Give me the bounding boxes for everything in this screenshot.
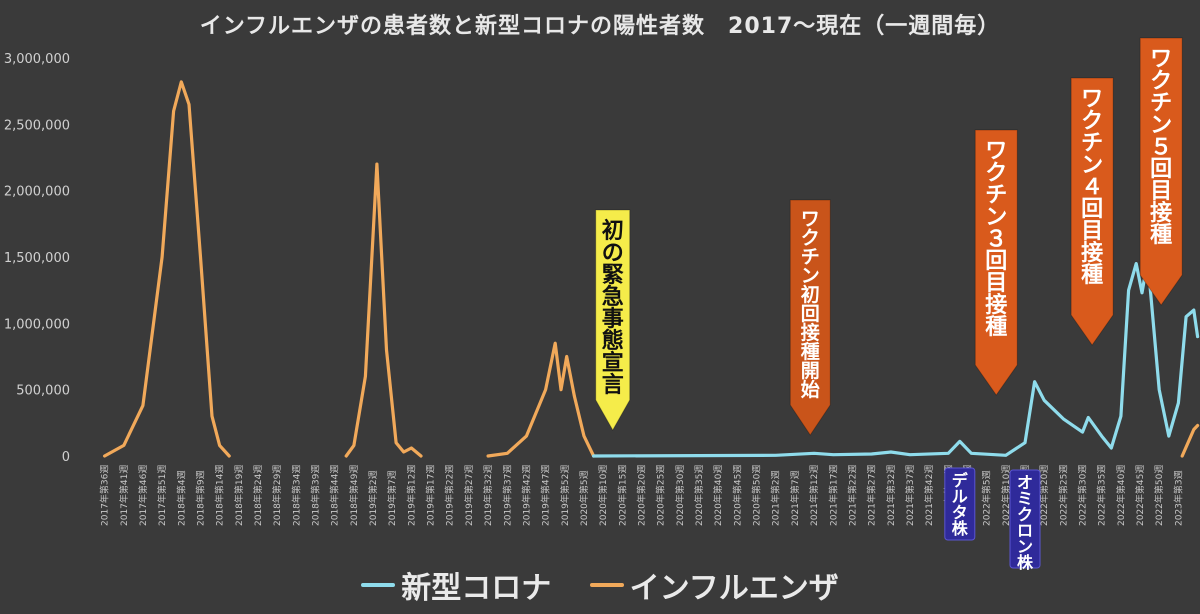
x-tick-label: 2018年第44週: [329, 465, 341, 526]
x-tick-label: 2018年第4週: [175, 470, 187, 526]
x-tick-label: 2017年第36週: [99, 465, 111, 526]
legend-item-covid: 新型コロナ: [361, 563, 551, 607]
annotation-label: ワクチン４回目接種: [1081, 87, 1103, 288]
y-tick-label: 3,000,000: [4, 52, 70, 67]
influenza-line: [103, 80, 231, 458]
x-tick-label: 2022年第20週: [1038, 465, 1050, 526]
x-tick-label: 2019年第32週: [482, 465, 494, 526]
y-tick-label: 2,000,000: [4, 185, 70, 200]
x-tick-label: 2018年第19週: [233, 465, 245, 526]
y-tick-label: 2,500,000: [4, 118, 70, 133]
chart-legend: 新型コロナ インフルエンザ: [0, 560, 1200, 607]
legend-item-influenza: インフルエンザ: [589, 563, 839, 607]
annotation-label: ワクチン３回目接種: [985, 139, 1007, 340]
y-tick-label: 1,500,000: [4, 251, 70, 266]
x-tick-label: 2021年第17週: [827, 465, 839, 526]
x-tick-label: 2023年第3週: [1172, 470, 1184, 526]
covid-line: [592, 258, 1200, 458]
variant-badge: [1009, 469, 1041, 569]
x-tick-label: 2021年第27週: [866, 465, 878, 526]
annotation-banner: [1070, 77, 1114, 346]
x-tick-label: 2022年第45週: [1134, 465, 1146, 526]
influenza-line: [344, 162, 423, 458]
influenza-line: [1180, 423, 1200, 458]
annotation-label: ワクチン５回目接種: [1150, 47, 1172, 248]
x-tick-label: 2020年第25週: [655, 465, 667, 526]
x-tick-label: 2018年第34週: [290, 465, 302, 526]
x-tick-label: 2019年第17週: [425, 465, 437, 526]
x-tick-label: 2019年第7週: [386, 470, 398, 526]
variant-label: オミクロン株: [1017, 473, 1034, 572]
legend-swatch-covid: [361, 583, 396, 587]
legend-label-covid: 新型コロナ: [401, 571, 552, 606]
influenza-line: [486, 341, 596, 458]
annotation-label: 初の緊急事態宣言: [602, 218, 624, 398]
annotation-banner: [595, 209, 631, 432]
x-tick-label: 2018年第29週: [271, 465, 283, 526]
annotation-banner: [789, 199, 831, 436]
annotation-label: ワクチン初回接種開始: [801, 208, 820, 401]
x-tick-label: 2020年第45週: [731, 465, 743, 526]
y-tick-label: 500,000: [16, 384, 70, 399]
x-tick-label: 2018年第39週: [310, 465, 322, 526]
x-tick-label: 2019年第37週: [501, 465, 513, 526]
x-tick-label: 2020年第50週: [751, 465, 763, 526]
y-tick-label: 1,000,000: [4, 317, 70, 332]
x-tick-label: 2018年第49週: [348, 465, 360, 526]
y-tick-label: 0: [62, 450, 70, 465]
annotation-banner: [974, 129, 1018, 396]
x-tick-label: 2021年第22週: [846, 465, 858, 526]
x-tick-label: 2020年第5週: [578, 470, 590, 526]
x-tick-label: 2020年第10週: [597, 465, 609, 526]
x-tick-label: 2022年第25週: [1057, 465, 1069, 526]
x-tick-label: 2022年第10週: [1000, 465, 1012, 526]
x-tick-label: 2021年第37週: [904, 465, 916, 526]
x-tick-label: 2019年第42週: [520, 465, 532, 526]
x-tick-label: 2018年第14週: [214, 465, 226, 526]
x-tick-label: 2022年第30週: [1077, 465, 1089, 526]
x-tick-label: 2017年第51週: [156, 465, 168, 526]
x-tick-label: 2021年第42週: [923, 465, 935, 526]
x-tick-label: 2020年第30週: [674, 465, 686, 526]
x-tick-label: 2022年第5週: [981, 470, 993, 526]
x-tick-label: 2021年第12週: [808, 465, 820, 526]
x-tick-label: 2022年第35週: [1096, 465, 1108, 526]
x-tick-label: 2020年第15週: [616, 465, 628, 526]
x-tick-label: 2022年第40週: [1115, 465, 1127, 526]
x-tick-label: 2019年第12週: [405, 465, 417, 526]
chart-title: インフルエンザの患者数と新型コロナの陽性者数 2017〜現在（一週間毎）: [199, 14, 1001, 39]
x-tick-label: 2017年第46週: [137, 465, 149, 526]
x-tick-label: 2019年第2週: [367, 470, 379, 526]
x-tick-label: 2018年第24週: [252, 465, 264, 526]
x-tick-label: 2021年第32週: [885, 465, 897, 526]
variant-label: デルタ株: [952, 471, 969, 538]
x-tick-label: 2022年第50週: [1153, 465, 1165, 526]
x-tick-label: 2019年第47週: [540, 465, 552, 526]
x-tick-label: 2020年第20週: [636, 465, 648, 526]
variant-badge: [944, 467, 976, 541]
x-tick-label: 2018年第9週: [194, 470, 206, 526]
x-tick-label: 2019年第22週: [444, 465, 456, 526]
x-tick-label: 2019年第27週: [463, 465, 475, 526]
x-tick-label: 2020年第35週: [693, 465, 705, 526]
x-tick-label: 2021年第2週: [770, 470, 782, 526]
legend-swatch-influenza: [589, 583, 624, 587]
x-tick-label: 2020年第40週: [712, 465, 724, 526]
x-tick-label: 2017年第41週: [118, 465, 130, 526]
legend-label-influenza: インフルエンザ: [629, 571, 839, 606]
x-tick-label: 2021年第7週: [789, 470, 801, 526]
annotation-banner: [1139, 37, 1183, 306]
x-tick-label: 2019年第52週: [559, 465, 571, 526]
